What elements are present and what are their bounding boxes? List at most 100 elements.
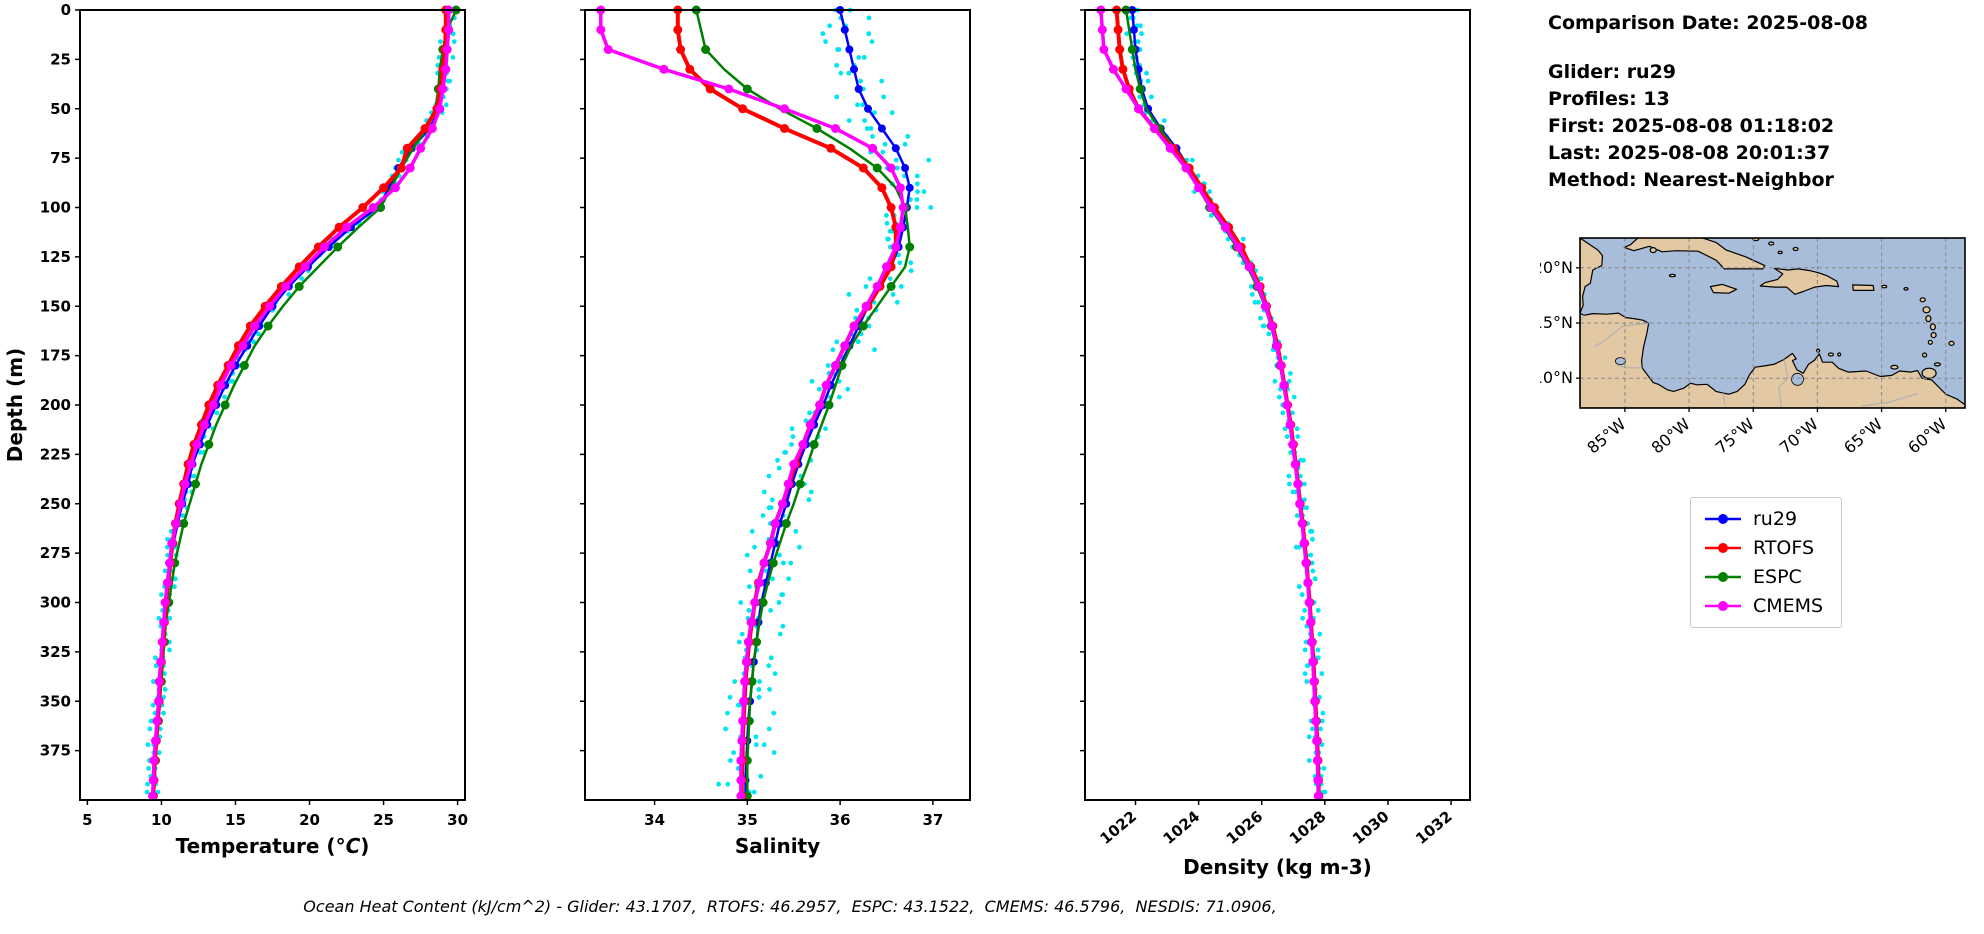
series-CMEMS bbox=[148, 5, 454, 801]
island bbox=[1837, 352, 1842, 357]
island bbox=[1827, 352, 1834, 357]
x-tick-label: 1028 bbox=[1286, 807, 1330, 848]
island bbox=[1919, 297, 1926, 303]
info-panel: Comparison Date: 2025-08-08 Glider: ru29… bbox=[1548, 10, 1978, 194]
island bbox=[1668, 273, 1676, 278]
island bbox=[1768, 241, 1775, 246]
plot-background bbox=[585, 10, 970, 800]
y-tick-label: 225 bbox=[40, 445, 71, 463]
map-features bbox=[1580, 238, 1965, 408]
x-tick-label: 1032 bbox=[1412, 807, 1456, 848]
map-lat-tick-label: 20°N bbox=[1540, 258, 1573, 277]
legend: ru29 RTOFS ESPC CMEMS bbox=[1690, 497, 1843, 628]
island bbox=[1649, 247, 1657, 254]
map-lon-tick-label: 65°W bbox=[1840, 414, 1886, 457]
country-border bbox=[1616, 364, 1643, 369]
legend-entry-rtofs: RTOFS bbox=[1703, 537, 1823, 559]
legend-label: RTOFS bbox=[1753, 537, 1815, 559]
x-tick-label: 25 bbox=[373, 811, 394, 829]
lake bbox=[1791, 372, 1804, 386]
x-axis-label: Density (kg m-3) bbox=[1183, 855, 1372, 879]
y-tick-label: 150 bbox=[40, 297, 71, 315]
island bbox=[1925, 314, 1932, 323]
legend-label: ESPC bbox=[1753, 566, 1802, 588]
x-tick-label: 1024 bbox=[1160, 807, 1204, 848]
island bbox=[1881, 284, 1888, 289]
glider-name-text: Glider: ru29 bbox=[1548, 61, 1677, 83]
y-tick-label: 350 bbox=[40, 692, 71, 710]
ocean-heat-content-footer: Ocean Heat Content (kJ/cm^2) - Glider: 4… bbox=[303, 897, 1277, 916]
landmass bbox=[1580, 238, 1604, 314]
y-tick-label: 275 bbox=[40, 544, 71, 562]
y-tick-label: 300 bbox=[40, 594, 71, 612]
x-tick-label: 1030 bbox=[1349, 807, 1393, 848]
island bbox=[1890, 364, 1899, 370]
map-lon-tick-label: 85°W bbox=[1583, 414, 1629, 457]
x-tick-label: 10 bbox=[151, 811, 172, 829]
x-tick-label: 34 bbox=[644, 811, 665, 829]
y-tick-label: 50 bbox=[50, 100, 71, 118]
density-profile-plot: 1022 1024 1026 1028 1030 1032 Density (kg m-3) bbox=[1080, 5, 1471, 879]
caribbean-location-map: 85°W 80°W 75°W 70°W 65°W 60°W 20°N 15°N 10°N bbox=[1540, 237, 1966, 457]
island bbox=[1929, 323, 1936, 331]
x-axis-label: Salinity bbox=[735, 834, 820, 858]
legend-marker-icon bbox=[1705, 543, 1741, 553]
landmass bbox=[1709, 283, 1738, 294]
series-CMEMS bbox=[1096, 5, 1323, 801]
info-spacer bbox=[1548, 37, 1978, 59]
map-lon-tick-label: 70°W bbox=[1776, 414, 1822, 457]
island bbox=[1903, 286, 1909, 291]
map-lat-tick-label: 10°N bbox=[1540, 368, 1573, 387]
legend-entry-espc: ESPC bbox=[1703, 566, 1823, 588]
y-tick-label: 175 bbox=[40, 347, 71, 365]
map-lon-tick-label: 60°W bbox=[1904, 414, 1950, 457]
island bbox=[1922, 306, 1931, 314]
axes-frame bbox=[584, 9, 971, 801]
x-tick-label: 30 bbox=[447, 811, 468, 829]
first-profile-time-text: First: 2025-08-08 01:18:02 bbox=[1548, 115, 1835, 137]
axes-frame bbox=[1084, 9, 1471, 801]
x-tick-label: 36 bbox=[830, 811, 851, 829]
landmass bbox=[1623, 238, 1766, 270]
x-tick-label: 5 bbox=[82, 811, 92, 829]
x-tick-label: 37 bbox=[922, 811, 943, 829]
island bbox=[1777, 250, 1783, 255]
island bbox=[1792, 246, 1799, 252]
map-lon-tick-label: 80°W bbox=[1648, 414, 1694, 457]
legend-label: CMEMS bbox=[1753, 595, 1824, 617]
country-border bbox=[1594, 322, 1649, 347]
landmass bbox=[1759, 267, 1840, 295]
x-axis-label: Temperature (°C) bbox=[176, 834, 370, 858]
temperature-profile-plot: 5 10 15 20 25 3002550751001251501752002252502… bbox=[3, 1, 468, 858]
y-tick-label: 250 bbox=[40, 495, 71, 513]
plot-background bbox=[1085, 10, 1470, 800]
salinity-profile-plot: 34 35 36 37 Salinity bbox=[580, 5, 971, 858]
legend-marker-icon bbox=[1705, 572, 1741, 582]
plot-background bbox=[80, 10, 465, 800]
x-tick-label: 1022 bbox=[1097, 807, 1141, 848]
island bbox=[1930, 331, 1937, 339]
island bbox=[1922, 352, 1928, 358]
x-tick-label: 35 bbox=[737, 811, 758, 829]
y-tick-label: 375 bbox=[40, 742, 71, 760]
country-border bbox=[1778, 359, 1789, 407]
legend-entry-ru29: ru29 bbox=[1703, 508, 1823, 530]
x-tick-label: 20 bbox=[299, 811, 320, 829]
lake bbox=[1615, 357, 1626, 366]
x-tick-label: 15 bbox=[225, 811, 246, 829]
last-profile-time-text: Last: 2025-08-08 20:01:37 bbox=[1548, 142, 1831, 164]
map-lon-tick-label: 75°W bbox=[1712, 414, 1758, 457]
axes-frame bbox=[79, 9, 466, 801]
y-tick-label: 325 bbox=[40, 643, 71, 661]
country-border bbox=[1862, 393, 1918, 407]
y-tick-label: 0 bbox=[61, 1, 71, 19]
y-axis-label: Depth (m) bbox=[3, 348, 27, 462]
y-tick-label: 200 bbox=[40, 396, 71, 414]
map-lat-tick-label: 15°N bbox=[1540, 313, 1573, 332]
legend-marker-icon bbox=[1705, 514, 1741, 524]
country-border bbox=[1722, 393, 1726, 405]
landmass bbox=[1580, 312, 1965, 408]
x-tick-label: 1026 bbox=[1223, 807, 1267, 848]
legend-entry-cmems: CMEMS bbox=[1703, 595, 1823, 617]
